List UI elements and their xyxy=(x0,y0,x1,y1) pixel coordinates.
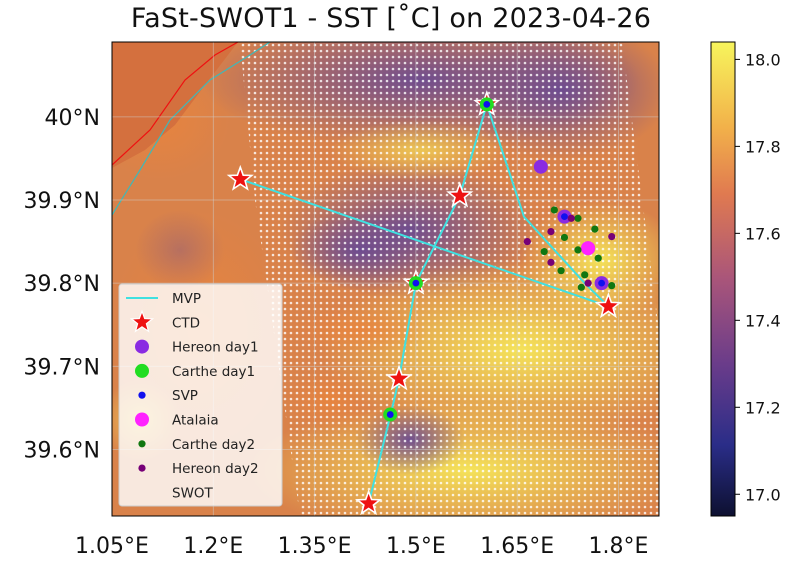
ctd-station-star xyxy=(354,489,383,516)
lon-tick-label: 1.2°E xyxy=(183,534,243,559)
atalaia-marker xyxy=(581,241,596,256)
lat-tick-label: 39.9°N xyxy=(24,189,100,214)
lon-tick-label: 1.35°E xyxy=(278,534,352,559)
carthe-day2-marker xyxy=(608,282,616,290)
colorbar-tick-label: 17.8 xyxy=(745,137,781,156)
lat-tick-label: 39.6°N xyxy=(24,438,100,463)
carthe-day2-marker xyxy=(540,247,548,256)
lon-tick-label: 1.8°E xyxy=(589,534,649,559)
coastline-red xyxy=(112,42,239,166)
carthe-day2-marker xyxy=(591,225,599,233)
legend-label: SWOT xyxy=(172,485,214,501)
lon-tick-label: 1.05°E xyxy=(75,534,149,559)
ctd-station-star xyxy=(226,164,254,191)
lat-tick-label: 39.8°N xyxy=(24,272,100,297)
ctd-station-star xyxy=(594,292,623,319)
carthe-day2-marker xyxy=(560,233,569,242)
carthe-day2-marker xyxy=(581,271,589,279)
legend-label: Atalaia xyxy=(172,413,219,429)
legend-label: Carthe day2 xyxy=(172,437,255,453)
carthe-day2-marker xyxy=(550,206,558,214)
legend-symbol-circle xyxy=(135,339,149,354)
hereon-day2-marker xyxy=(547,228,555,236)
coastline-cyan xyxy=(112,42,271,216)
legend-symbol-dot xyxy=(138,391,146,399)
legend-label: MVP xyxy=(172,291,201,307)
svp-marker xyxy=(483,100,491,108)
lat-tick-label: 39.7°N xyxy=(24,355,100,380)
colorbar: 18.0 17.8 17.6 17.4 17.2 17.0 xyxy=(710,41,781,517)
mvp-transect-line xyxy=(239,178,609,308)
swot-swath xyxy=(240,42,659,516)
legend: MVP CTD Hereon day1 Carthe day1 SVP Atalaia Ca… xyxy=(118,283,283,507)
map-title: FaSt-SWOT1 - SST [˚C] on 2023-04-26 xyxy=(130,3,652,34)
svp-marker xyxy=(386,411,394,418)
hereon-day2-marker xyxy=(547,258,555,266)
legend-label: CTD xyxy=(172,315,200,331)
legend-symbol-ctd xyxy=(129,309,155,333)
legend-label: Carthe day1 xyxy=(172,364,255,380)
hereon-day2-marker xyxy=(567,214,575,222)
lon-tick-label: 1.5°E xyxy=(386,534,446,559)
colorbar-tick-label: 17.6 xyxy=(745,224,781,243)
svp-marker xyxy=(412,279,420,287)
carthe-day2-marker xyxy=(557,267,565,275)
carthe-day2-marker xyxy=(577,283,585,291)
latitude-axis: 40°N 39.9°N 39.8°N 39.7°N 39.6°N xyxy=(24,106,100,464)
svp-marker xyxy=(598,279,605,287)
svp-marker xyxy=(561,213,568,221)
carthe-day2-marker xyxy=(574,214,582,222)
hereon-day2-marker xyxy=(608,232,616,241)
legend-label: Hereon day1 xyxy=(172,340,259,356)
carthe-day2-marker xyxy=(574,246,582,254)
station-markers xyxy=(226,90,623,516)
legend-symbol-dot xyxy=(138,440,146,448)
ctd-station-star xyxy=(446,181,474,208)
legend-label: SVP xyxy=(172,388,198,404)
hereon-day1-marker xyxy=(533,159,548,174)
legend-label: Hereon day2 xyxy=(172,461,259,477)
legend-symbol-dot xyxy=(138,464,146,472)
carthe-day2-marker xyxy=(594,254,602,262)
lat-tick-label: 40°N xyxy=(45,106,100,131)
colorbar-tick-label: 18.0 xyxy=(745,50,781,69)
ctd-station-star xyxy=(385,364,413,391)
hereon-day2-marker xyxy=(584,279,592,287)
colorbar-tick-label: 17.4 xyxy=(745,311,781,330)
legend-symbol-circle xyxy=(135,412,149,427)
lon-tick-label: 1.65°E xyxy=(480,534,554,559)
colorbar-tick-label: 17.2 xyxy=(745,398,781,417)
colorbar-tick-label: 17.0 xyxy=(745,485,781,504)
legend-symbol-circle xyxy=(135,363,149,378)
hereon-day2-marker xyxy=(523,237,531,246)
longitude-axis: 1.05°E 1.2°E 1.35°E 1.5°E 1.65°E 1.8°E xyxy=(75,534,648,559)
